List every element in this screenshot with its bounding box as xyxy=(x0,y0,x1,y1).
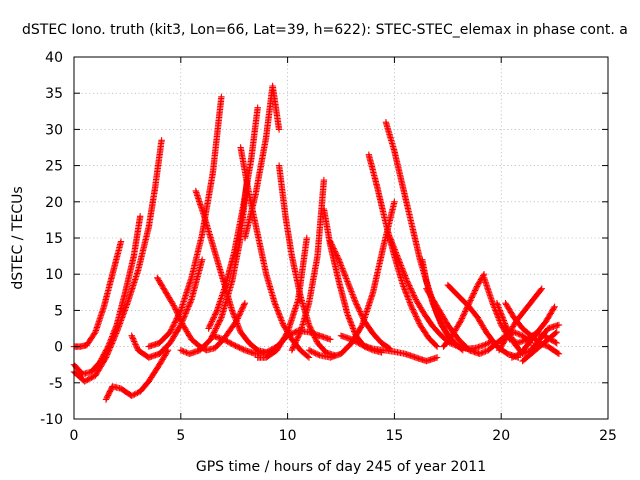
data-series xyxy=(288,176,328,354)
data-points xyxy=(70,82,563,403)
data-marker-path xyxy=(241,82,283,242)
data-series xyxy=(275,162,338,359)
data-series xyxy=(444,281,522,361)
data-series xyxy=(502,300,563,357)
data-series xyxy=(237,144,313,361)
x-tick-label: 5 xyxy=(176,428,185,444)
x-tick-label: 0 xyxy=(70,428,79,444)
data-marker-path xyxy=(519,328,560,365)
y-axis-label: dSTEC / TECUs xyxy=(10,186,26,289)
data-series xyxy=(209,327,334,357)
data-marker-path xyxy=(495,285,545,354)
y-tick-label: 35 xyxy=(45,86,63,102)
data-marker-path xyxy=(102,347,172,403)
y-tick-label: -5 xyxy=(49,376,63,392)
data-marker-path xyxy=(275,162,338,359)
y-tick-label: 40 xyxy=(45,50,63,66)
data-marker-path xyxy=(237,144,313,361)
y-tick-label: 10 xyxy=(45,267,63,283)
data-marker-path xyxy=(209,327,334,357)
y-tick-label: 25 xyxy=(45,159,63,175)
y-tick-label: -10 xyxy=(40,412,63,428)
grid xyxy=(74,57,608,419)
data-marker-path xyxy=(337,332,441,365)
data-series xyxy=(423,285,535,357)
y-tick-label: 30 xyxy=(45,122,63,138)
data-marker-path xyxy=(502,300,563,357)
data-marker-path xyxy=(444,281,522,361)
y-tick-label: 20 xyxy=(45,195,63,211)
data-series xyxy=(241,82,283,242)
y-tick-label: 0 xyxy=(54,340,63,356)
data-series xyxy=(495,285,545,354)
data-series xyxy=(102,347,172,403)
data-series xyxy=(519,328,560,365)
chart-title: dSTEC Iono. truth (kit3, Lon=66, Lat=39,… xyxy=(22,22,628,38)
data-marker-path xyxy=(288,176,328,354)
data-series xyxy=(337,332,441,365)
x-tick-label: 15 xyxy=(385,428,403,444)
axis-ticks: 0 5 10 15 20 25 -10 -5 0 5 10 15 20 25 30 35 40 xyxy=(40,50,617,444)
x-tick-label: 20 xyxy=(492,428,510,444)
y-tick-label: 15 xyxy=(45,231,63,247)
x-tick-label: 25 xyxy=(599,428,617,444)
y-tick-label: 5 xyxy=(54,303,63,319)
data-marker-path xyxy=(423,285,535,357)
x-axis-label: GPS time / hours of day 245 of year 2011 xyxy=(196,459,486,475)
x-tick-label: 10 xyxy=(279,428,297,444)
